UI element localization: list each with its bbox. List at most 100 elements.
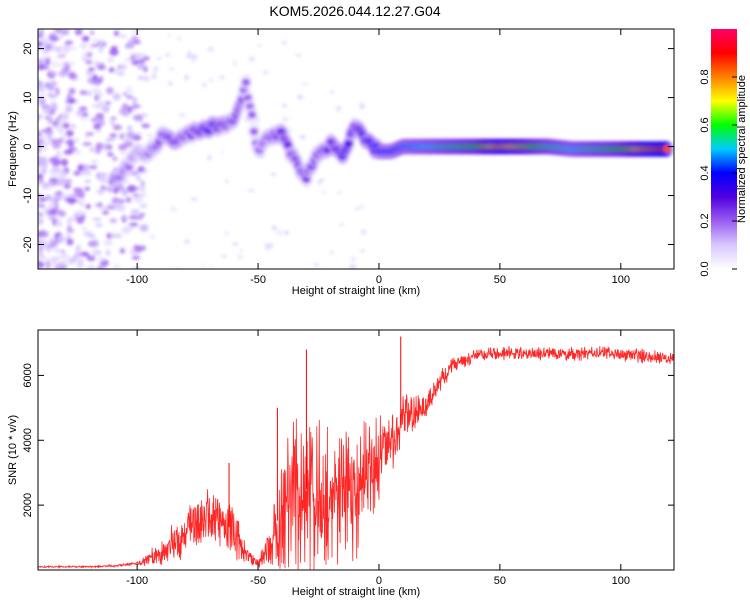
spectrogram-noise-blob xyxy=(130,53,137,61)
spectrogram-noise-blob xyxy=(63,149,74,155)
spectrogram-noise-blob xyxy=(139,204,147,209)
spectrogram-noise-blob xyxy=(55,124,63,129)
spectrogram-noise-blob xyxy=(112,264,121,269)
spectrogram-y-ticks: -20 -10 0 10 20 xyxy=(22,42,674,252)
spectrogram-noise-blob xyxy=(89,30,95,35)
spectrogram-noise-blob xyxy=(131,256,141,260)
spectrogram-noise-blob xyxy=(45,246,52,253)
spectrogram-noise-blob xyxy=(75,245,82,253)
spectrogram-noise-blob xyxy=(207,47,215,52)
spectrogram-noise-blob xyxy=(360,249,365,253)
spectrogram-noise-blob xyxy=(282,103,287,108)
spectrogram-noise-blob xyxy=(85,90,93,97)
spectrogram-noise-blob xyxy=(232,60,238,66)
spectrogram-frame xyxy=(37,28,675,270)
colorbar-fill xyxy=(711,29,737,269)
spectrogram-noise-blob xyxy=(122,134,127,143)
spectrogram-noise-blob xyxy=(90,38,100,43)
spectrogram-noise-blob xyxy=(60,158,69,167)
spectrogram-noise-blob xyxy=(69,88,76,95)
spectrogram-noise-blob xyxy=(164,53,171,57)
spectrogram-noise-blob xyxy=(76,216,85,225)
spectrogram-noise-blob xyxy=(71,45,77,52)
spectrogram-noise-blob xyxy=(126,94,133,100)
spectrogram-noise-blob xyxy=(136,63,147,70)
spectrogram-noise-blob xyxy=(60,249,65,254)
spectrogram-noise-blob xyxy=(50,198,56,207)
spectrogram-noise-blob xyxy=(118,198,125,204)
spectrogram-noise-blob xyxy=(136,245,147,251)
colorbar-label: Normalized spectral amplitude xyxy=(736,75,748,223)
spectrogram-noise-blob xyxy=(77,190,86,199)
spectrogram-noise-blob xyxy=(38,245,43,254)
spectrogram-noise-blob xyxy=(79,171,89,176)
spectrogram-noise-blob xyxy=(109,121,115,125)
spectrogram-noise-blob xyxy=(49,180,55,188)
spectrogram-noise-blob xyxy=(45,257,51,262)
spectrogram-noise-blob xyxy=(108,67,115,73)
spectrogram-ridge-cell xyxy=(248,111,257,119)
spectrogram-noise-blob xyxy=(38,42,44,47)
spectrogram-noise-blob xyxy=(142,55,150,61)
spectrogram-noise-blob xyxy=(153,66,158,72)
spectrogram-noise-blob xyxy=(84,179,91,184)
spectrogram-noise-blob xyxy=(44,58,51,66)
spectrogram-noise-blob xyxy=(354,206,361,211)
spectrogram-noise-blob xyxy=(102,210,110,215)
spectrogram-noise-blob xyxy=(88,44,94,51)
spectrogram-noise-blob xyxy=(122,92,128,96)
snr-x-tick-label: 100 xyxy=(612,575,630,587)
chart-title: KOM5.2026.044.12.27.G04 xyxy=(269,3,440,19)
spectrogram-noise-blob xyxy=(38,95,45,104)
spectrogram-noise-blob xyxy=(72,150,82,155)
spectrogram-x-tick-label: 50 xyxy=(494,274,506,286)
spectrogram-noise-blob xyxy=(97,77,102,85)
spectrogram-noise-blob xyxy=(41,129,48,133)
spectrogram-x-label: Height of straight line (km) xyxy=(292,285,420,297)
spectrogram-noise-blob xyxy=(220,254,228,259)
spectrogram-noise-blob xyxy=(225,179,229,183)
spectrogram-noise-blob xyxy=(66,231,71,239)
spectrogram-noise-blob xyxy=(96,103,103,109)
spectrogram-noise-blob xyxy=(271,225,278,231)
spectrogram-noise-blob xyxy=(58,34,63,40)
spectrogram-noise-blob xyxy=(319,178,325,182)
snr-x-tick-label: 50 xyxy=(494,575,506,587)
spectrogram-noise-blob xyxy=(60,193,67,200)
spectrogram-x-tick-label: -50 xyxy=(250,274,266,286)
spectrogram-noise-blob xyxy=(137,58,146,65)
spectrogram-noise-blob xyxy=(322,189,326,195)
spectrogram-noise-blob xyxy=(79,90,88,95)
spectrogram-noise-blob xyxy=(192,58,196,63)
spectrogram-noise-blob xyxy=(360,229,367,235)
spectrogram-noise-blob xyxy=(284,230,289,235)
spectrogram-noise-blob xyxy=(128,222,139,227)
spectrogram-noise-blob xyxy=(48,33,58,41)
spectrogram-noise-blob xyxy=(127,39,133,46)
spectrogram-noise-blob xyxy=(65,138,75,146)
snr-y-tick-label: 6000 xyxy=(22,363,34,387)
spectrogram-noise-blob xyxy=(187,50,192,54)
spectrogram-noise-blob xyxy=(276,230,283,236)
spectrogram-noise-blob xyxy=(239,248,243,253)
spectrogram-noise-blob xyxy=(268,243,274,249)
spectrogram-noise-blob xyxy=(168,80,173,87)
spectrogram-noise-blob xyxy=(38,181,44,186)
spectrogram-noise-blob xyxy=(116,233,122,239)
spectrogram-noise-blob xyxy=(113,68,124,75)
spectrogram-noise-blob xyxy=(105,87,114,95)
spectrogram-noise-blob xyxy=(38,261,45,268)
spectrogram-noise-blob xyxy=(61,256,69,265)
spectrogram-noise-blob xyxy=(147,132,153,139)
spectrogram-x-tick-label: 100 xyxy=(612,274,630,286)
spectrogram-y-tick-label: -10 xyxy=(22,188,34,204)
spectrogram-noise-blob xyxy=(138,193,147,197)
spectrogram-noise-blob xyxy=(88,67,96,72)
spectrogram-noise-blob xyxy=(45,194,51,201)
spectrogram-noise-blob xyxy=(64,40,71,45)
spectrogram-noise-blob xyxy=(57,235,65,243)
spectrogram-noise-blob xyxy=(208,78,214,82)
spectrogram-noise-blob xyxy=(112,124,123,131)
spectrogram-noise-blob xyxy=(53,192,63,196)
